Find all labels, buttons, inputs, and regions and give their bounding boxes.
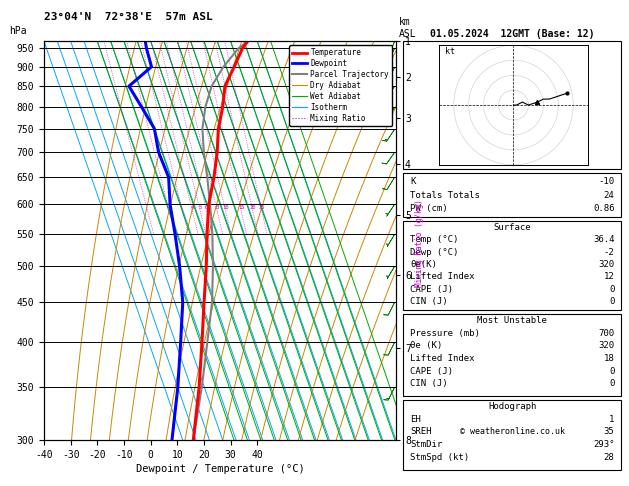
Text: 18: 18 [604,354,615,363]
Bar [403,400,621,469]
Text: CAPE (J): CAPE (J) [410,366,453,376]
Text: km
ASL: km ASL [399,17,416,39]
Text: 24: 24 [604,191,615,200]
Text: EH: EH [410,415,421,424]
Text: hPa: hPa [9,26,27,36]
Legend: Temperature, Dewpoint, Parcel Trajectory, Dry Adiabat, Wet Adiabat, Isotherm, Mi: Temperature, Dewpoint, Parcel Trajectory… [289,45,392,126]
Text: 5: 5 [198,205,201,210]
Text: θe(K): θe(K) [410,260,437,269]
Text: 6: 6 [205,205,208,210]
Text: 36.4: 36.4 [593,235,615,244]
Text: 8: 8 [215,205,219,210]
Text: 15: 15 [238,205,244,210]
Text: 28: 28 [604,452,615,462]
Text: Temp (°C): Temp (°C) [410,235,459,244]
Text: 320: 320 [598,260,615,269]
Bar [403,221,621,311]
Text: 320: 320 [598,342,615,350]
Bar [403,173,621,217]
Text: 10: 10 [222,205,228,210]
Text: SREH: SREH [410,427,431,436]
Text: 0: 0 [609,285,615,294]
Text: Surface: Surface [494,223,531,232]
Text: Totals Totals: Totals Totals [410,191,480,200]
Text: Most Unstable: Most Unstable [477,316,547,325]
Text: -2: -2 [604,247,615,257]
Text: 1: 1 [609,415,615,424]
Text: -10: -10 [598,177,615,186]
Text: PW (cm): PW (cm) [410,204,448,213]
Text: CIN (J): CIN (J) [410,379,448,388]
Text: K: K [410,177,416,186]
Text: 0: 0 [609,379,615,388]
Text: 35: 35 [604,427,615,436]
Text: 01.05.2024  12GMT (Base: 12): 01.05.2024 12GMT (Base: 12) [430,29,594,39]
Text: Lifted Index: Lifted Index [410,354,475,363]
Text: Pressure (mb): Pressure (mb) [410,329,480,338]
Text: 12: 12 [604,273,615,281]
Text: θe (K): θe (K) [410,342,442,350]
Text: 0.86: 0.86 [593,204,615,213]
Text: 700: 700 [598,329,615,338]
Text: Dewp (°C): Dewp (°C) [410,247,459,257]
Text: Hodograph: Hodograph [488,402,537,411]
Text: 293°: 293° [593,440,615,449]
Bar [403,314,621,396]
Text: © weatheronline.co.uk: © weatheronline.co.uk [460,427,565,436]
Text: StmSpd (kt): StmSpd (kt) [410,452,469,462]
Text: CIN (J): CIN (J) [410,297,448,306]
Text: 20: 20 [249,205,256,210]
Text: CAPE (J): CAPE (J) [410,285,453,294]
Text: 4: 4 [191,205,194,210]
Text: 25: 25 [259,205,265,210]
Text: 23°04'N  72°38'E  57m ASL: 23°04'N 72°38'E 57m ASL [44,12,213,22]
X-axis label: Dewpoint / Temperature (°C): Dewpoint / Temperature (°C) [136,464,304,474]
Text: Mixing Ratio (g/kg): Mixing Ratio (g/kg) [415,199,425,287]
Text: StmDir: StmDir [410,440,442,449]
Text: 0: 0 [609,366,615,376]
Bar [403,41,621,169]
Text: 0: 0 [609,297,615,306]
Text: Lifted Index: Lifted Index [410,273,475,281]
